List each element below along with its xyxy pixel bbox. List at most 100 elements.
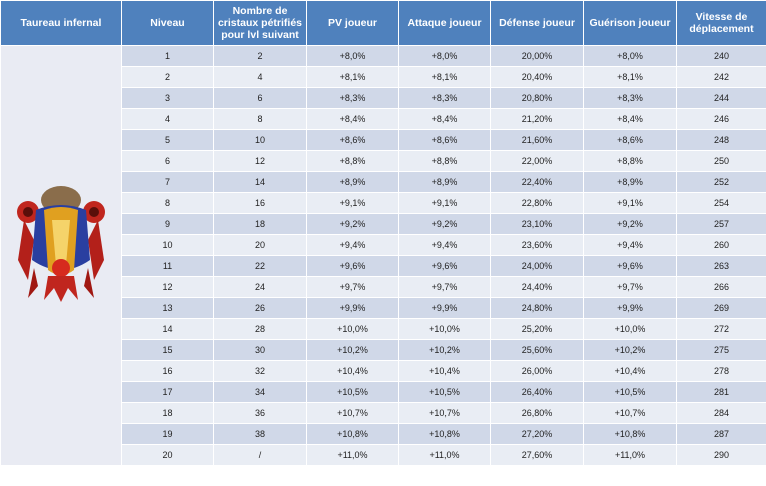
table-cell: 20,40%	[490, 66, 584, 88]
table-cell: +8,9%	[306, 171, 399, 193]
table-row: 1 2 +8,0% +8,0% 20,00% +8,0% 240	[0, 45, 766, 466]
table-row: 2 4 +8,1% +8,1% 20,40% +8,1% 242	[1, 66, 766, 88]
table-cell: 19	[121, 423, 214, 445]
table-cell: +10,2%	[398, 339, 491, 361]
table-cell: +8,0%	[583, 45, 677, 67]
table-cell: +9,1%	[306, 192, 399, 214]
table-cell: 2	[121, 66, 214, 88]
table-cell: 13	[121, 297, 214, 319]
header-cell: PV joueur	[306, 0, 399, 46]
table-cell: 8	[213, 108, 307, 130]
table-cell: 27,60%	[490, 444, 584, 466]
table-cell: 34	[213, 381, 307, 403]
table-cell: 38	[213, 423, 307, 445]
table-row: 19 38 +10,8% +10,8% 27,20% +10,8% 287	[1, 423, 766, 445]
table-cell: 23,10%	[490, 213, 584, 235]
table-cell: +8,1%	[306, 66, 399, 88]
table-cell: +9,7%	[398, 276, 491, 298]
table-cell: 26,00%	[490, 360, 584, 382]
table-cell: 4	[121, 108, 214, 130]
table-cell: 12	[121, 276, 214, 298]
table-cell: 14	[213, 171, 307, 193]
table-cell: +9,7%	[306, 276, 399, 298]
table-cell: +10,8%	[306, 423, 399, 445]
table-cell: 16	[121, 360, 214, 382]
table-cell: 26	[213, 297, 307, 319]
table-cell: 36	[213, 402, 307, 424]
table-cell: +10,0%	[306, 318, 399, 340]
table-cell: +9,6%	[583, 255, 677, 277]
table-cell: 20	[213, 234, 307, 256]
table-cell: 22,00%	[490, 150, 584, 172]
table-cell: 25,60%	[490, 339, 584, 361]
table-cell: +8,6%	[306, 129, 399, 151]
table-body: 1 2 +8,0% +8,0% 20,00% +8,0% 240 2 4 +8,1% +8,1% 20…	[0, 45, 766, 466]
table-cell: +10,4%	[583, 360, 677, 382]
table-cell: 32	[213, 360, 307, 382]
header-cell: Défense joueur	[490, 0, 584, 46]
table-cell: +10,4%	[398, 360, 491, 382]
table-row: 6 12 +8,8% +8,8% 22,00% +8,8% 250	[1, 150, 766, 172]
table-cell: 20,00%	[490, 45, 584, 67]
table-cell: +9,4%	[306, 234, 399, 256]
table-row: 10 20 +9,4% +9,4% 23,60% +9,4% 260	[1, 234, 766, 256]
header-cell: Attaque joueur	[398, 0, 491, 46]
table-cell: 15	[121, 339, 214, 361]
table-cell: 8	[121, 192, 214, 214]
table-cell: 10	[121, 234, 214, 256]
table-row: 5 10 +8,6% +8,6% 21,60% +8,6% 248	[1, 129, 766, 151]
table-cell: 287	[676, 423, 766, 445]
table-cell: +8,4%	[583, 108, 677, 130]
table-cell: 28	[213, 318, 307, 340]
table-cell: +8,6%	[583, 129, 677, 151]
header-cell: Niveau	[121, 0, 214, 46]
table-cell: +9,6%	[398, 255, 491, 277]
table-cell: +10,5%	[306, 381, 399, 403]
table-cell: 5	[121, 129, 214, 151]
table-cell: +10,7%	[306, 402, 399, 424]
table-cell: 246	[676, 108, 766, 130]
table-row: 11 22 +9,6% +9,6% 24,00% +9,6% 263	[1, 255, 766, 277]
table-cell: +8,3%	[583, 87, 677, 109]
table-cell: 16	[213, 192, 307, 214]
table-cell: 24,40%	[490, 276, 584, 298]
table-cell: 6	[213, 87, 307, 109]
table-cell: 18	[213, 213, 307, 235]
table-cell: 24,80%	[490, 297, 584, 319]
table-cell: 3	[121, 87, 214, 109]
table-row: 17 34 +10,5% +10,5% 26,40% +10,5% 281	[1, 381, 766, 403]
table-cell: +8,9%	[398, 171, 491, 193]
table-cell: +11,0%	[398, 444, 491, 466]
table-cell: +8,8%	[306, 150, 399, 172]
table-cell: +11,0%	[583, 444, 677, 466]
table-cell: 24	[213, 276, 307, 298]
table-cell: +8,1%	[398, 66, 491, 88]
table-cell: 24,00%	[490, 255, 584, 277]
table-cell: +10,5%	[583, 381, 677, 403]
table-row: 20/+11,0% +11,0% 27,60% +11,0% 290	[1, 444, 766, 466]
table-cell: +8,6%	[398, 129, 491, 151]
table-cell: +10,0%	[398, 318, 491, 340]
table-cell: 250	[676, 150, 766, 172]
table-cell: 269	[676, 297, 766, 319]
table-cell: +8,9%	[583, 171, 677, 193]
table-cell: 260	[676, 234, 766, 256]
creature-icon	[17, 186, 105, 302]
table-cell: +9,2%	[583, 213, 677, 235]
table-cell: 272	[676, 318, 766, 340]
stats-table: Taureau infernal Niveau Nombre de cristaux…	[0, 0, 766, 466]
table-cell: +9,2%	[306, 213, 399, 235]
table-cell: +9,1%	[398, 192, 491, 214]
table-cell: /	[213, 444, 307, 466]
table-cell: 1	[121, 45, 214, 67]
table-cell: 284	[676, 402, 766, 424]
table-cell: 248	[676, 129, 766, 151]
table-cell: 22	[213, 255, 307, 277]
table-cell: 22,40%	[490, 171, 584, 193]
table-cell: +10,8%	[398, 423, 491, 445]
table-cell: 257	[676, 213, 766, 235]
table-row: 16 32 +10,4% +10,4% 26,00% +10,4% 278	[1, 360, 766, 382]
header-cell: Nombre de cristaux pétrifiés pour lvl su…	[213, 0, 307, 46]
table-cell: 20,80%	[490, 87, 584, 109]
